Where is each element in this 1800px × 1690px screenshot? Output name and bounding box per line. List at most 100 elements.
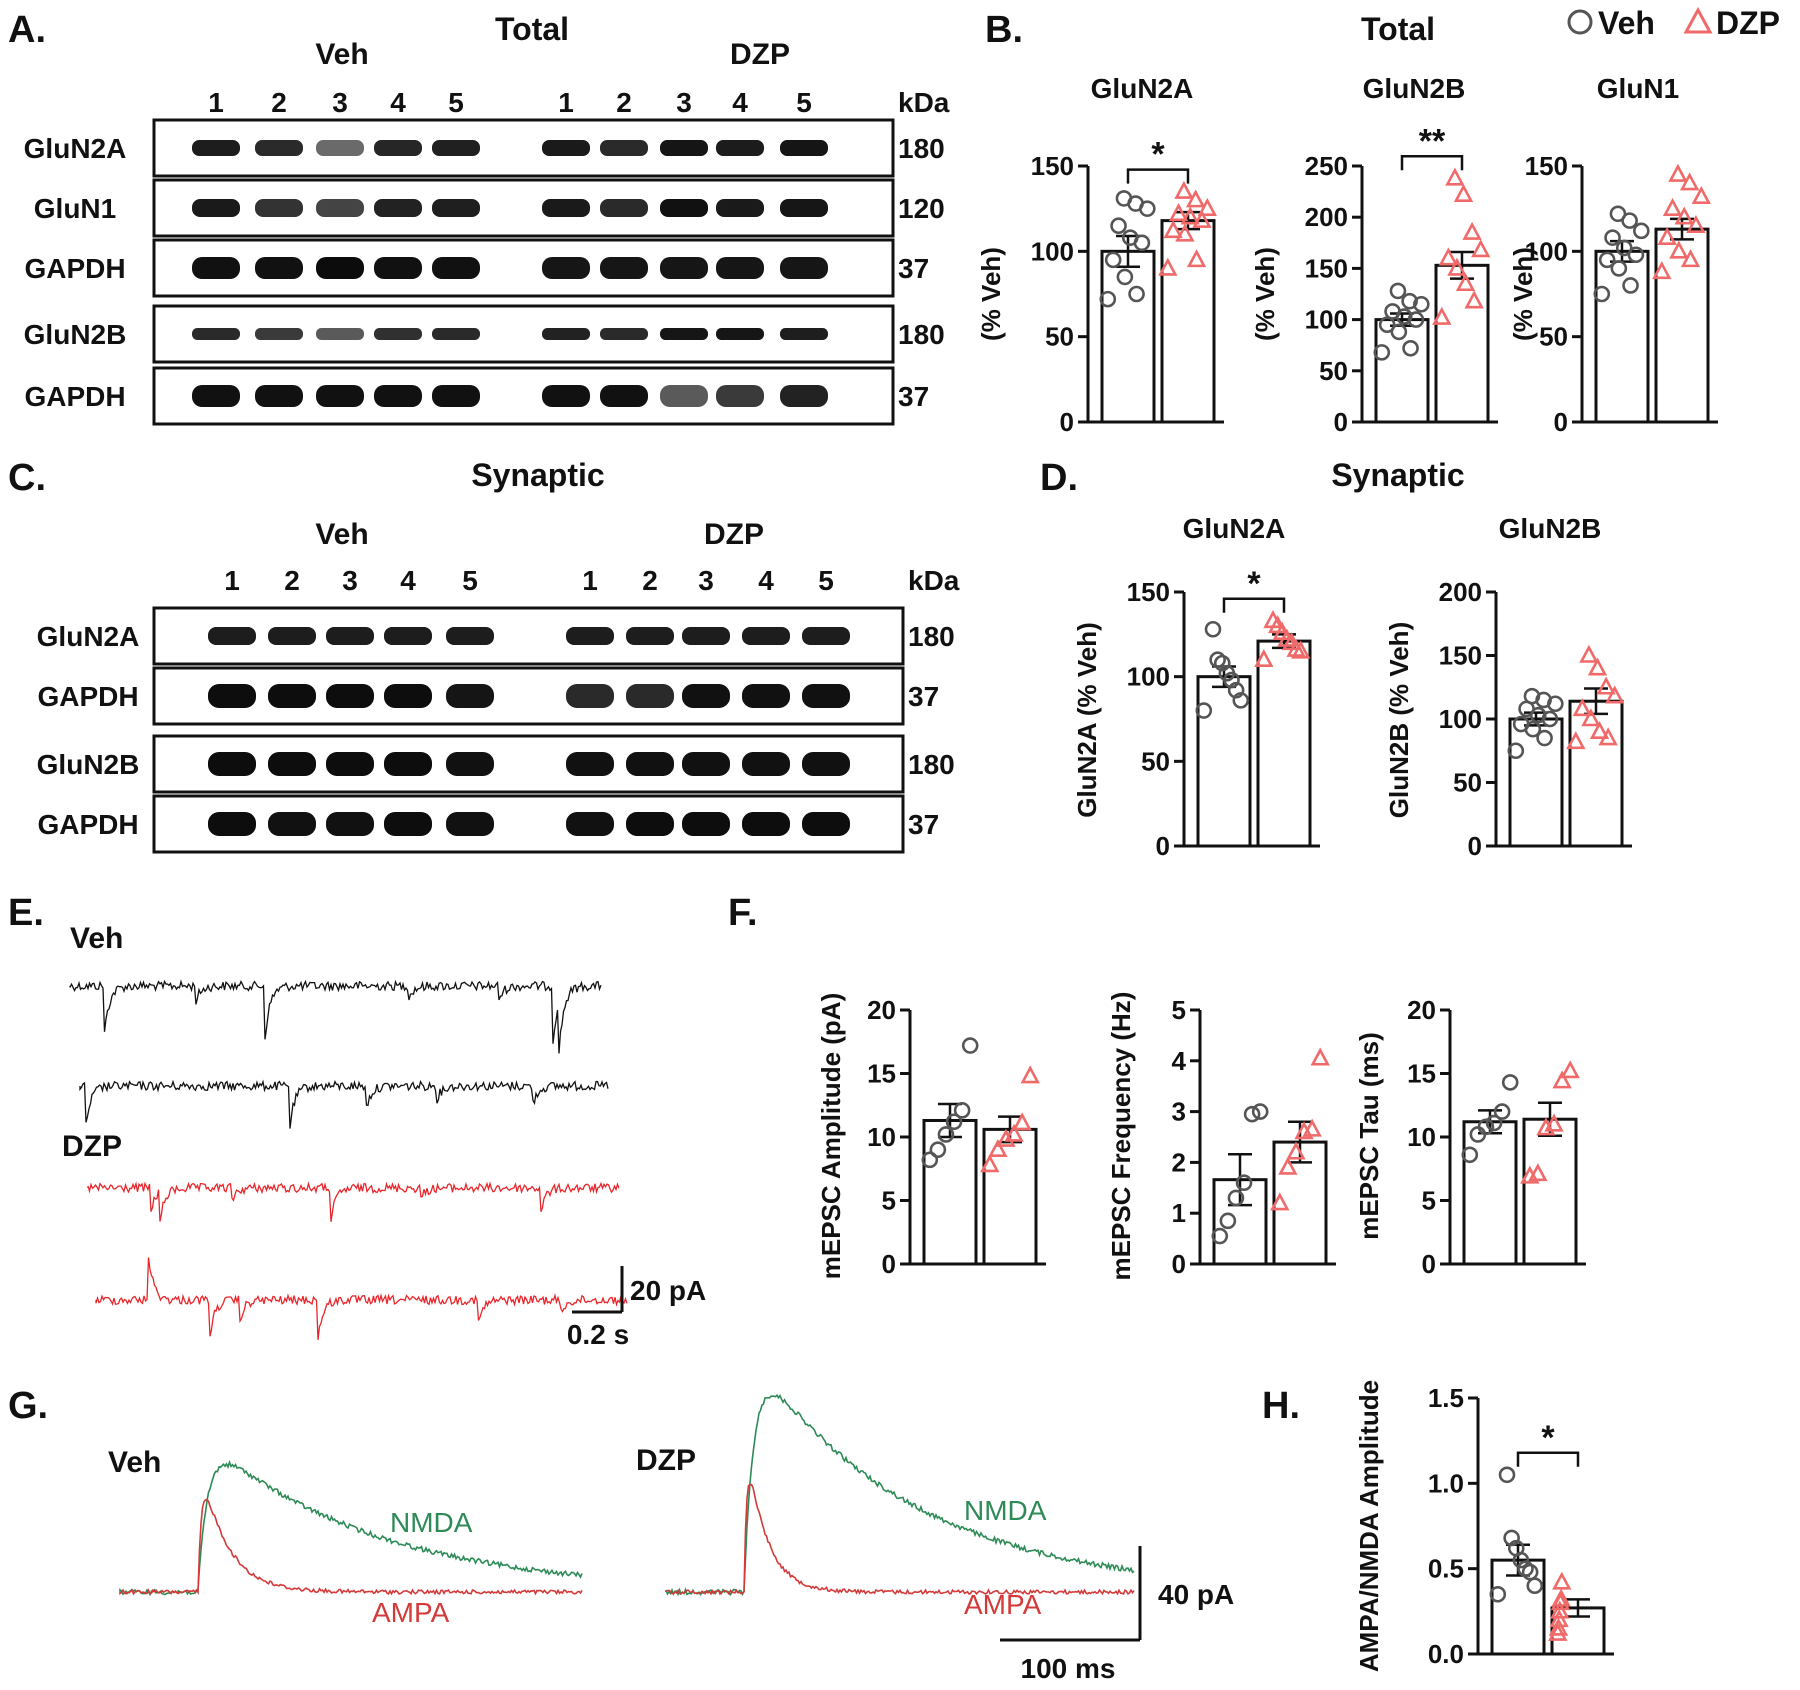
blot-row-label: GluN2B xyxy=(37,749,140,780)
data-point-veh xyxy=(1477,1118,1495,1136)
blot-band xyxy=(660,199,708,217)
veh-trace-1 xyxy=(69,979,602,1054)
blot-band xyxy=(742,752,790,776)
evoked-traces: Veh DZP NMDA AMPA NMDA AMPA 40 pA 100 ms xyxy=(108,1393,1234,1684)
data-point-dzp xyxy=(1587,657,1608,676)
data-point-dzp xyxy=(1447,257,1467,276)
significance-bracket xyxy=(1516,1451,1580,1467)
chart-b3: 0 50 100 150 (% Veh) GluN1 xyxy=(1508,73,1718,437)
blot-band xyxy=(742,812,790,836)
data-point-dzp xyxy=(1310,1047,1330,1066)
legend-veh-marker xyxy=(1567,9,1593,35)
data-point-dzp xyxy=(1180,206,1200,225)
data-point-dzp xyxy=(1589,720,1610,740)
data-point-dzp xyxy=(1552,1571,1572,1590)
panel-letter-c: C. xyxy=(8,457,46,499)
data-point-veh xyxy=(1121,229,1139,246)
chart-title: GluN2A xyxy=(1183,513,1286,544)
blot-group-dzp-label: DZP xyxy=(704,518,764,551)
blot-band xyxy=(742,684,790,708)
bar-veh xyxy=(1594,249,1650,424)
data-point-veh xyxy=(1389,282,1407,300)
data-point-veh xyxy=(1461,1146,1479,1164)
data-point-veh xyxy=(921,1151,939,1169)
blot-band xyxy=(600,140,648,156)
data-point-veh xyxy=(1633,222,1650,240)
blot-row-kda: 180 xyxy=(898,319,945,350)
data-point-dzp xyxy=(1267,615,1288,634)
blot-band xyxy=(600,199,648,217)
blot-lane-label: 2 xyxy=(642,565,658,596)
blot-band xyxy=(716,140,764,156)
data-point-dzp xyxy=(1158,257,1178,276)
data-point-dzp xyxy=(1680,249,1701,268)
bar-dzp xyxy=(1522,1117,1578,1266)
chart-b2: 0 50 100 150 200 250 (% Veh) GluN2B ** xyxy=(1250,73,1498,437)
significance-bracket xyxy=(1126,168,1190,184)
data-point-dzp xyxy=(1686,214,1706,234)
blot-row-label: GAPDH xyxy=(24,253,125,284)
y-tick-label: 200 xyxy=(1439,577,1482,607)
blot-band xyxy=(208,627,256,645)
data-point-veh xyxy=(961,1037,979,1054)
blot-band xyxy=(542,328,590,340)
y-tick-label: 0 xyxy=(1554,407,1568,437)
data-point-dzp xyxy=(996,1128,1016,1147)
blot-lane-label: 1 xyxy=(224,565,240,596)
y-tick-label: 0.5 xyxy=(1428,1554,1464,1584)
data-point-veh xyxy=(1209,651,1226,669)
blot-band xyxy=(682,812,730,836)
blot-group-veh-label: Veh xyxy=(315,38,368,71)
western-blot-total: Veh DZP 1 2 3 4 5 1 2 3 4 5 kDa GluN2A 180 GluN1 120 GAPD… xyxy=(24,38,950,426)
data-point-dzp xyxy=(1549,1609,1569,1628)
evoked-scale-bar xyxy=(1000,1546,1142,1642)
data-point-dzp xyxy=(1453,183,1474,202)
blot-band xyxy=(682,627,730,645)
data-point-dzp xyxy=(1560,1060,1580,1079)
blot-band xyxy=(566,812,614,836)
data-point-veh xyxy=(1523,687,1541,705)
data-point-dzp xyxy=(1552,1070,1572,1089)
data-point-veh xyxy=(1507,742,1525,760)
blot-band xyxy=(384,627,432,645)
veh-ampa-trace xyxy=(119,1498,583,1596)
y-tick-label: 1.0 xyxy=(1428,1468,1464,1498)
bar-dzp xyxy=(1434,263,1490,424)
panel-d-title: Synaptic xyxy=(1331,457,1464,493)
y-tick-label: 0 xyxy=(1060,407,1074,437)
trace-scale-bar xyxy=(572,1266,624,1314)
data-point-veh xyxy=(1227,1189,1245,1207)
data-point-veh xyxy=(1384,303,1401,320)
blot-row-kda: 180 xyxy=(908,749,955,780)
y-tick-label: 50 xyxy=(1141,746,1170,776)
blot-band xyxy=(780,140,828,156)
blot-band xyxy=(268,812,316,836)
data-point-veh xyxy=(1218,664,1236,682)
blot-kda-unit: kDa xyxy=(908,565,960,596)
blot-band xyxy=(374,328,422,340)
blot-band xyxy=(326,752,374,776)
blot-band xyxy=(780,328,828,340)
data-point-veh xyxy=(1609,205,1627,223)
blot-band xyxy=(682,684,730,708)
data-point-dzp xyxy=(1691,185,1711,205)
blot-band xyxy=(626,752,674,776)
blot-lane-label: 1 xyxy=(558,87,574,118)
blot-row-label: GluN2A xyxy=(24,133,127,164)
blot-band xyxy=(802,684,850,708)
blot-band xyxy=(446,684,494,708)
panel-letter-a: A. xyxy=(8,9,46,51)
blot-lane-label: 1 xyxy=(582,565,598,596)
y-tick-label: 150 xyxy=(1439,641,1482,671)
data-point-veh xyxy=(1493,1103,1511,1120)
data-point-veh xyxy=(1128,285,1145,303)
blot-row-label: GAPDH xyxy=(24,381,125,412)
y-tick-label: 0 xyxy=(1156,831,1170,861)
blot-band xyxy=(326,627,374,645)
blot-strip xyxy=(152,666,905,726)
data-point-dzp xyxy=(1186,249,1207,268)
panel-a-title: Total xyxy=(495,11,569,47)
data-point-dzp xyxy=(1197,197,1217,216)
data-point-dzp xyxy=(1004,1123,1024,1142)
blot-band xyxy=(192,385,240,407)
